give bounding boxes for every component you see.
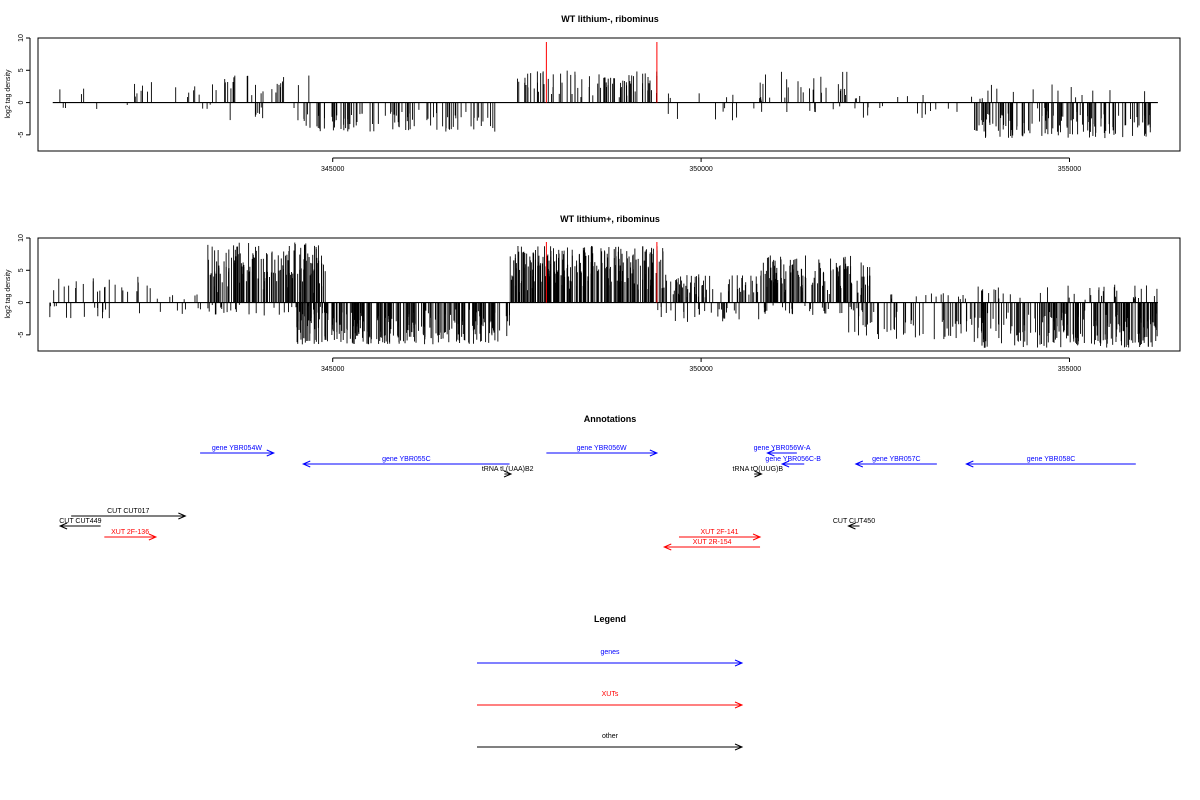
annotation-label: CUT CUT017 [107, 508, 149, 515]
feature-arrowhead [734, 701, 744, 709]
x-tick-label: 345000 [321, 166, 344, 173]
panel-lithium-minus: WT lithium-, ribominus log2 tag density … [5, 14, 1181, 173]
feature-arrowhead [266, 449, 276, 457]
annotation-label: tRNA tQ(UUG)B [733, 466, 784, 473]
feature-arrowhead [734, 743, 744, 751]
panel1-frame [37, 37, 1181, 152]
annotation-feature: CUT CUT017 [71, 508, 187, 520]
annotations-title: Annotations [584, 414, 637, 424]
panel2-y-axis: -5 0 5 10 [18, 234, 31, 338]
annotation-label: gene YBR057C [872, 456, 921, 463]
annotation-label: tRNA tL(UAA)B2 [482, 466, 534, 473]
panel1-y-axis: -5 0 5 10 [18, 34, 31, 138]
y-tick-label: 5 [18, 268, 25, 272]
x-tick-label: 350000 [689, 166, 712, 173]
annotation-label: gene YBR058C [1027, 456, 1076, 463]
annotation-label: gene YBR056W [577, 445, 627, 452]
annotation-label: XUT 2F-141 [701, 529, 739, 536]
legend-item: XUTs [477, 691, 744, 709]
feature-arrowhead [649, 449, 659, 457]
annotation-feature: gene YBR056W-A [754, 445, 811, 457]
annotation-label: gene YBR055C [382, 456, 431, 463]
legend-item: other [477, 733, 744, 751]
x-tick-label: 350000 [689, 366, 712, 373]
annotation-feature: gene YBR054W [200, 445, 276, 457]
panel2-bars [49, 242, 1158, 348]
feature-arrowhead [847, 522, 856, 530]
annotation-label: gene YBR056C-B [765, 456, 821, 463]
feature-arrowhead [754, 470, 763, 478]
legend-item: genes [477, 649, 744, 667]
feature-arrowhead [734, 659, 744, 667]
annotation-label: gene YBR056W-A [754, 445, 811, 452]
y-tick-label: 10 [18, 234, 25, 242]
feature-arrowhead [58, 522, 68, 530]
panel2-title: WT lithium+, ribominus [560, 214, 660, 224]
panel2-frame [37, 237, 1181, 352]
y-tick-label: 0 [18, 101, 25, 105]
annotation-feature: XUT 2F-141 [678, 529, 762, 541]
annotation-feature: gene YBR058C [965, 456, 1136, 468]
annotation-label: XUT 2R-154 [693, 539, 732, 546]
annotation-label: gene YBR054W [212, 445, 262, 452]
annotation-feature: tRNA tQ(UUG)B [733, 466, 784, 478]
legend-items: genes XUTs other [477, 649, 744, 751]
annotation-features: gene YBR054W gene YBR056W gene YBR056W-A ge… [58, 445, 1136, 551]
feature-arrowhead [148, 533, 158, 541]
annotation-feature: gene YBR057C [854, 456, 937, 468]
annotation-label: XUT 2F-136 [111, 529, 149, 536]
feature-arrowhead [662, 543, 672, 551]
y-tick-label: -5 [18, 332, 25, 338]
panel2-red-markers [545, 242, 658, 303]
annotation-label: CUT CUT450 [833, 518, 875, 525]
annotation-feature: XUT 2R-154 [662, 539, 761, 551]
feature-arrowhead [301, 460, 311, 468]
feature-arrowhead [178, 512, 187, 520]
legend-label: other [602, 733, 619, 740]
panel2-x-axis: 345000 350000 355000 [321, 357, 1081, 373]
legend-label: genes [600, 649, 620, 656]
y-tick-label: -5 [18, 132, 25, 138]
annotation-feature: tRNA tL(UAA)B2 [482, 466, 534, 478]
panel1-title: WT lithium-, ribominus [561, 14, 659, 24]
annotation-feature: XUT 2F-136 [104, 529, 158, 541]
feature-arrowhead [503, 470, 513, 478]
panel1-ylabel: log2 tag density [5, 69, 12, 119]
panel-lithium-plus: WT lithium+, ribominus log2 tag density … [5, 214, 1181, 373]
annotation-feature: CUT CUT450 [833, 518, 875, 530]
annotation-feature: gene YBR056C-B [765, 456, 821, 468]
annotation-feature: CUT CUT449 [58, 518, 102, 530]
legend-title: Legend [594, 614, 626, 624]
x-tick-label: 345000 [321, 366, 344, 373]
panel1-bars [52, 70, 1158, 139]
y-tick-label: 10 [18, 34, 25, 42]
annotation-feature: gene YBR056W [546, 445, 659, 457]
y-tick-label: 5 [18, 68, 25, 72]
y-tick-label: 0 [18, 301, 25, 305]
annotation-feature: gene YBR055C [301, 456, 510, 468]
annotations-track: Annotations gene YBR054W gene YBR056W gene… [58, 414, 1136, 551]
feature-arrowhead [780, 460, 790, 468]
x-tick-label: 355000 [1058, 366, 1081, 373]
x-tick-label: 355000 [1058, 166, 1081, 173]
annotation-label: CUT CUT449 [59, 518, 101, 525]
feature-arrowhead [752, 533, 762, 541]
feature-arrowhead [854, 460, 864, 468]
feature-arrowhead [766, 449, 775, 457]
legend: Legend genes XUTs other [477, 614, 744, 751]
panel1-red-markers [545, 42, 658, 103]
panel1-x-axis: 345000 350000 355000 [321, 157, 1081, 173]
feature-arrowhead [965, 460, 974, 468]
panel2-ylabel: log2 tag density [5, 269, 12, 319]
legend-label: XUTs [602, 691, 619, 698]
